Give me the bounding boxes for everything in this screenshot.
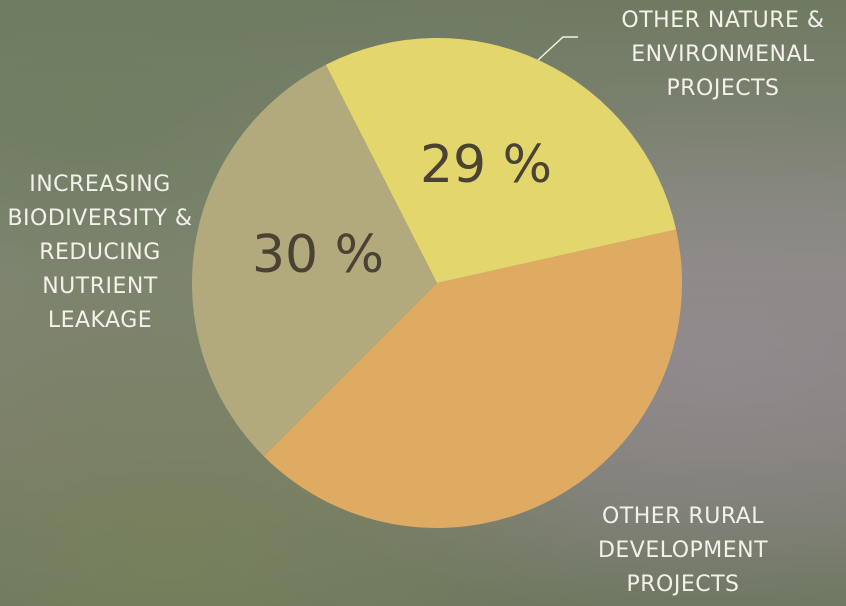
category-label: OTHER NATURE & ENVIRONMENAL PROJECTS	[608, 4, 838, 106]
category-label: OTHER RURAL DEVELOPMENT PROJECTS	[573, 500, 793, 602]
category-label: INCREASING BIODIVERSITY & REDUCING NUTRI…	[2, 168, 198, 338]
value-label: 29 %	[420, 135, 552, 195]
value-label: 30 %	[252, 225, 384, 285]
page: 29 %30 % (() => { const data = JSON.pars…	[0, 0, 846, 606]
leader-line	[538, 37, 578, 60]
